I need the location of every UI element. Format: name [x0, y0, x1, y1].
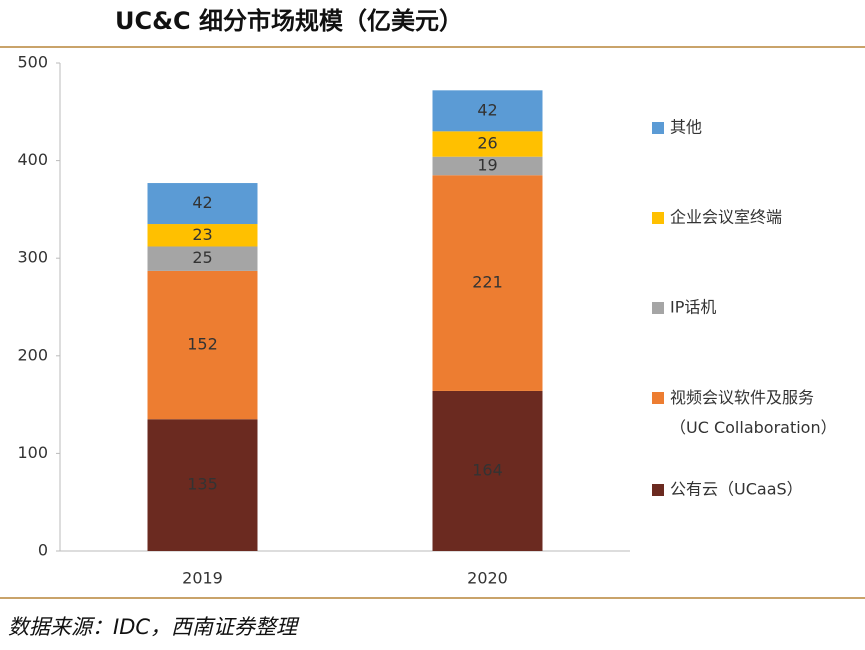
- bar-segment: [147, 183, 258, 225]
- legend-label: IP话机: [670, 298, 716, 317]
- legend-swatch: [652, 302, 664, 314]
- legend-label: 其他: [670, 118, 702, 137]
- legend-label: 公有云（UCaaS）: [670, 480, 803, 499]
- chart-title: UC&C 细分市场规模（亿美元）: [115, 7, 463, 35]
- data-label: 152: [187, 335, 218, 354]
- bar-segment: [147, 419, 258, 551]
- bar-segment: [432, 90, 543, 132]
- bar-segment: [147, 224, 258, 247]
- y-tick-label: 400: [17, 150, 48, 169]
- data-label: 135: [187, 475, 218, 494]
- data-label: 42: [477, 100, 497, 119]
- legend-swatch: [652, 212, 664, 224]
- bar-segment: [147, 246, 258, 271]
- legend-swatch: [652, 392, 664, 404]
- legend-swatch: [652, 484, 664, 496]
- y-tick-label: 200: [17, 345, 48, 364]
- bar-segment: [432, 390, 543, 551]
- data-label: 25: [192, 248, 212, 267]
- y-tick-label: 0: [38, 541, 48, 560]
- data-label: 221: [472, 273, 503, 292]
- bar-segment: [147, 270, 258, 420]
- legend-label: 企业会议室终端: [670, 208, 782, 227]
- legend-label: 视频会议软件及服务（UC Collaboration）: [670, 388, 837, 437]
- source-note: 数据来源：IDC，西南证券整理: [8, 615, 300, 639]
- y-tick-label: 100: [17, 443, 48, 462]
- data-label: 19: [477, 155, 497, 174]
- y-tick-label: 500: [17, 53, 48, 72]
- x-tick-label: 2019: [182, 569, 223, 588]
- bar-segment: [432, 131, 543, 157]
- x-tick-label: 2020: [467, 569, 508, 588]
- data-label: 23: [192, 225, 212, 244]
- legend-swatch: [652, 122, 664, 134]
- bar-segment: [432, 156, 543, 176]
- y-tick-label: 300: [17, 248, 48, 267]
- data-label: 42: [192, 193, 212, 212]
- bar-segment: [432, 175, 543, 391]
- data-label: 164: [472, 460, 503, 479]
- data-label: 26: [477, 134, 497, 153]
